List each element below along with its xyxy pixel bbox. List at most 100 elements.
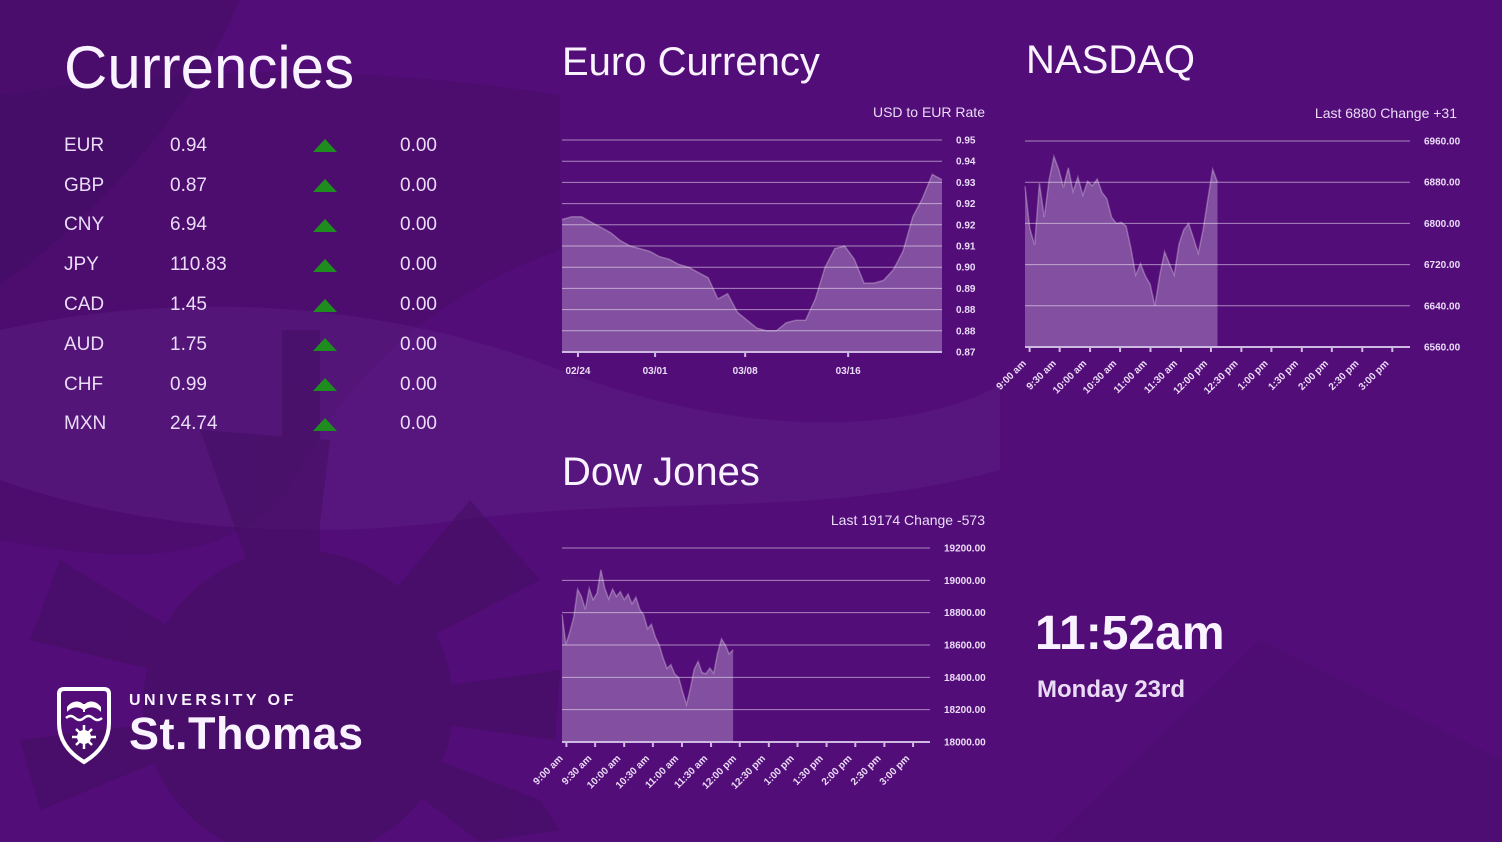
x-axis-label: 03/01: [643, 366, 668, 377]
dow-series-line: [561, 569, 734, 708]
currency-row-eur: EUR 0.94 0.00: [64, 126, 444, 166]
currency-row-cny: CNY 6.94 0.00: [64, 206, 444, 246]
clock-time: 11:52am: [1035, 607, 1225, 660]
nasdaq-chart-subtitle: Last 6880 Change +31: [1314, 105, 1457, 121]
euro-chart-subtitle: USD to EUR Rate: [872, 104, 985, 120]
background-corner-shape: [0, 0, 240, 285]
currency-code: CHF: [64, 373, 104, 395]
currency-trend-cell: [280, 417, 370, 431]
y-axis-label: 0.91: [956, 242, 976, 253]
currency-rate: 0.94: [170, 134, 207, 156]
currency-trend-cell: [280, 179, 370, 193]
y-axis-label: 19000.00: [944, 576, 986, 587]
trend-up-arrow-icon: [313, 378, 337, 392]
university-logo: UNIVERSITY OF St.Thomas: [55, 685, 364, 765]
logo-university-of-text: UNIVERSITY OF: [129, 692, 297, 710]
currency-change: 0.00: [400, 174, 437, 196]
currency-trend-cell: [280, 139, 370, 153]
currency-code: AUD: [64, 333, 105, 355]
euro-chart-title: Euro Currency: [562, 40, 820, 84]
x-axis-label: 2:30 pm: [1327, 358, 1362, 393]
x-axis-label: 03/08: [733, 366, 758, 377]
y-axis-label: 0.92: [956, 199, 976, 210]
trend-up-arrow-icon: [313, 258, 337, 272]
currency-rate: 6.94: [170, 214, 207, 236]
euro-series-line: [561, 173, 943, 332]
x-axis-label: 9:00 am: [995, 358, 1029, 392]
x-axis-label: 1:30 pm: [1266, 358, 1301, 393]
x-axis-label: 03/16: [836, 366, 861, 377]
nasdaq-chart: 6960.00 6880.00 6800.00 6720.00 6640.00 6560.…: [985, 135, 1488, 410]
y-axis-label: 18000.00: [944, 738, 986, 749]
dow-chart-canvas: 19200.00 19000.00 18800.00 18600.00 18400.00…: [531, 544, 986, 792]
background-swath-shape: [0, 72, 560, 555]
y-axis-label: 0.87: [956, 348, 976, 359]
currency-change: 0.00: [400, 254, 437, 276]
currency-trend-cell: [280, 258, 370, 272]
x-axis-label: 9:00 am: [531, 753, 565, 787]
currency-row-gbp: GBP 0.87 0.00: [64, 166, 444, 206]
x-axis-label: 2:30 pm: [849, 753, 884, 788]
x-axis-label: 02/24: [565, 366, 590, 377]
nasdaq-chart-title: NASDAQ: [1026, 38, 1195, 82]
currency-row-jpy: JPY 110.83 0.00: [64, 245, 444, 285]
currency-row-aud: AUD 1.75 0.00: [64, 325, 444, 365]
y-axis-label: 0.92: [956, 220, 976, 231]
dow-chart-title: Dow Jones: [562, 450, 760, 494]
dow-chart-subtitle: Last 19174 Change -573: [830, 512, 985, 528]
x-axis-label: 1:00 pm: [762, 753, 797, 788]
currencies-title: Currencies: [64, 34, 355, 101]
nasdaq-area-series: [1025, 156, 1218, 347]
trend-up-arrow-icon: [313, 218, 337, 232]
dow-chart: 19200.00 19000.00 18800.00 18600.00 18400.00…: [522, 542, 1008, 805]
x-axis-label: 1:00 pm: [1236, 358, 1271, 393]
y-axis-label: 18400.00: [944, 673, 986, 684]
currency-change: 0.00: [400, 294, 437, 316]
y-axis-label: 6640.00: [1424, 301, 1461, 312]
currency-code: MXN: [64, 413, 107, 435]
currency-rate: 24.74: [170, 413, 218, 435]
currency-code: CAD: [64, 294, 105, 316]
y-axis-label: 0.89: [956, 284, 976, 295]
shield-crest-icon: [57, 687, 111, 765]
y-axis-label: 19200.00: [944, 544, 986, 555]
currency-trend-cell: [280, 338, 370, 352]
currency-rate: 1.45: [170, 294, 207, 316]
currency-trend-cell: [280, 378, 370, 392]
y-axis-label: 18600.00: [944, 641, 986, 652]
currency-code: EUR: [64, 134, 105, 156]
y-axis-label: 0.88: [956, 305, 976, 316]
trend-up-arrow-icon: [313, 338, 337, 352]
background-facet-shape: [1050, 640, 1502, 842]
x-axis-label: 2:00 pm: [820, 753, 855, 788]
currency-code: JPY: [64, 254, 99, 276]
y-axis-label: 0.88: [956, 326, 976, 337]
euro-chart: 0.95 0.94 0.93 0.92 0.92 0.91 0.90 0.89 0.88 0.88…: [550, 134, 1017, 391]
trend-up-arrow-icon: [313, 179, 337, 193]
logo-st-thomas-text: St.Thomas: [129, 708, 364, 760]
currency-rate: 110.83: [170, 254, 227, 276]
y-axis-label: 0.93: [956, 178, 976, 189]
nasdaq-chart-canvas: 6960.00 6880.00 6800.00 6720.00 6640.00 6560.…: [995, 137, 1461, 397]
y-axis-label: 0.95: [956, 136, 976, 147]
x-axis-label: 2:00 pm: [1296, 358, 1331, 393]
y-axis-label: 6800.00: [1424, 219, 1461, 230]
x-axis-label: 3:00 pm: [878, 753, 913, 788]
y-axis-label: 6720.00: [1424, 260, 1461, 271]
currency-row-cad: CAD 1.45 0.00: [64, 285, 444, 325]
y-axis-label: 0.94: [956, 157, 976, 168]
x-axis-label: 1:30 pm: [791, 753, 826, 788]
nasdaq-series-line: [1024, 153, 1219, 306]
currency-rate: 0.99: [170, 373, 207, 395]
currency-change: 0.00: [400, 214, 437, 236]
currency-rate: 1.75: [170, 333, 207, 355]
euro-area-series: [562, 174, 942, 352]
currency-trend-cell: [280, 218, 370, 232]
y-axis-label: 6960.00: [1424, 137, 1461, 148]
currency-change: 0.00: [400, 373, 437, 395]
y-axis-label: 6880.00: [1424, 178, 1461, 189]
y-axis-label: 6560.00: [1424, 343, 1461, 354]
currency-row-mxn: MXN 24.74 0.00: [64, 405, 444, 445]
clock-date: Monday 23rd: [1037, 676, 1186, 703]
y-axis-label: 0.90: [956, 263, 976, 274]
